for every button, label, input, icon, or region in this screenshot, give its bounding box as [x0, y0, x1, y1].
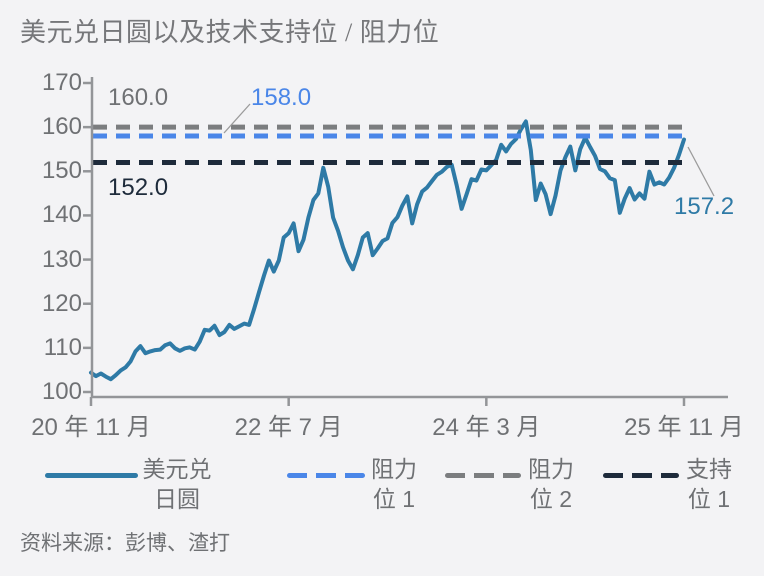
usdjpy-chart — [83, 77, 728, 406]
legend-swatch-support1-dash — [603, 473, 679, 478]
y-axis-label-110: 110 — [43, 333, 82, 361]
y-axis-label-120: 120 — [41, 289, 82, 317]
x-axis-label-40: 24 年 3 月 — [432, 414, 541, 441]
legend-label-support1: 支持位 1 — [679, 454, 739, 514]
y-axis-label-160: 160 — [41, 113, 82, 141]
y-axis-label-130: 130 — [41, 245, 82, 273]
legend-label-resistance2: 阻力位 2 — [521, 454, 581, 514]
support1-level-label: 152.0 — [108, 174, 169, 201]
data-source-note: 资料来源：彭博、渣打 — [20, 532, 230, 555]
usdjpy-series-line — [89, 119, 686, 382]
legend-resistance2-line1: 阻力 — [528, 456, 574, 482]
legend-support1-line1: 支持 — [686, 456, 732, 482]
legend-resistance1-line1: 阻力 — [371, 456, 417, 482]
legend-label-resistance1: 阻力位 1 — [364, 454, 424, 514]
x-axis-label-60: 25 年 11 月 — [624, 414, 744, 441]
legend-label-usdjpy: 美元兑 日圆 — [139, 454, 215, 514]
legend-usdjpy-line1: 美元兑 — [142, 456, 212, 482]
y-axis-label-150: 150 — [41, 157, 82, 185]
x-axis-label-20: 22 年 7 月 — [234, 414, 343, 441]
y-axis-label-100: 100 — [41, 378, 82, 405]
legend-support1-line2: 位 1 — [687, 486, 731, 512]
last-value-callout-line — [687, 146, 715, 197]
ticks-group — [83, 81, 686, 406]
legend-swatch-resistance1-dash — [287, 473, 365, 478]
y-axis-label-140: 140 — [41, 201, 82, 229]
chart-title: 美元兑日圆以及技术支持位 / 阻力位 — [20, 18, 440, 47]
level-lines-group — [93, 124, 687, 165]
last-value-label: 157.2 — [674, 193, 735, 220]
axes-group — [90, 77, 728, 399]
y-axis-label-170: 170 — [41, 69, 82, 96]
resistance1-level-label: 158.0 — [251, 84, 312, 111]
legend-usdjpy-line2: 日圆 — [154, 486, 200, 512]
legend-resistance1-line2: 位 1 — [372, 486, 416, 512]
resistance2-level-label: 160.0 — [108, 84, 169, 111]
series-group — [89, 119, 686, 382]
legend-swatch-resistance2-dash — [445, 473, 521, 478]
legend-resistance2-line2: 位 2 — [529, 486, 573, 512]
resistance1-callout-line — [223, 103, 251, 134]
x-axis-label-0: 20 年 11 月 — [31, 414, 151, 441]
legend-swatch-usdjpy-line — [45, 473, 138, 478]
